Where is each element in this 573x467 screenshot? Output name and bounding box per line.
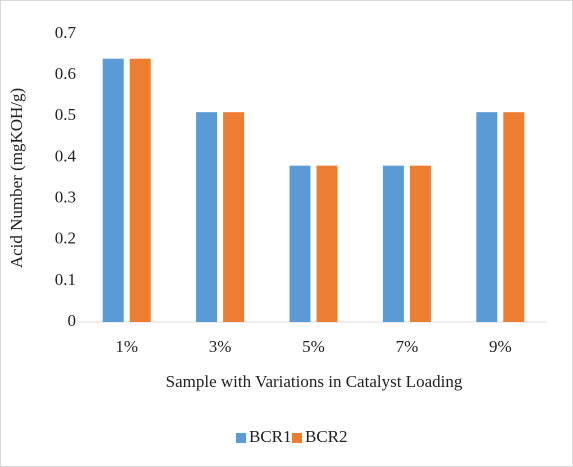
bar: [382, 165, 404, 322]
x-axis-label: Sample with Variations in Catalyst Loadi…: [166, 372, 463, 391]
y-tick-label: 0.3: [55, 187, 76, 206]
bar: [129, 58, 151, 322]
y-tick-label: 0.5: [55, 105, 76, 124]
x-tick-label: 9%: [489, 337, 512, 356]
legend-swatch: [236, 433, 246, 443]
legend-label: BCR2: [305, 427, 348, 446]
y-axis-label: Acid Number (mgKOH/g): [7, 88, 26, 268]
bar: [409, 165, 431, 322]
x-tick-label: 7%: [396, 337, 419, 356]
y-tick-label: 0.1: [55, 270, 76, 289]
y-tick-label: 0.2: [55, 229, 76, 248]
y-tick-label: 0.7: [55, 23, 77, 42]
bar: [289, 165, 311, 322]
bar: [316, 165, 338, 322]
y-tick-label: 0: [68, 311, 77, 330]
bar: [476, 112, 498, 323]
legend-label: BCR1: [249, 427, 292, 446]
bar: [503, 112, 525, 323]
x-tick-label: 1%: [115, 337, 138, 356]
bar: [196, 112, 218, 323]
y-tick-label: 0.4: [55, 146, 77, 165]
x-tick-label: 3%: [209, 337, 232, 356]
y-tick-label: 0.6: [55, 64, 76, 83]
x-tick-label: 5%: [302, 337, 325, 356]
bar: [223, 112, 245, 323]
legend-swatch: [292, 433, 302, 443]
bar: [102, 58, 124, 322]
